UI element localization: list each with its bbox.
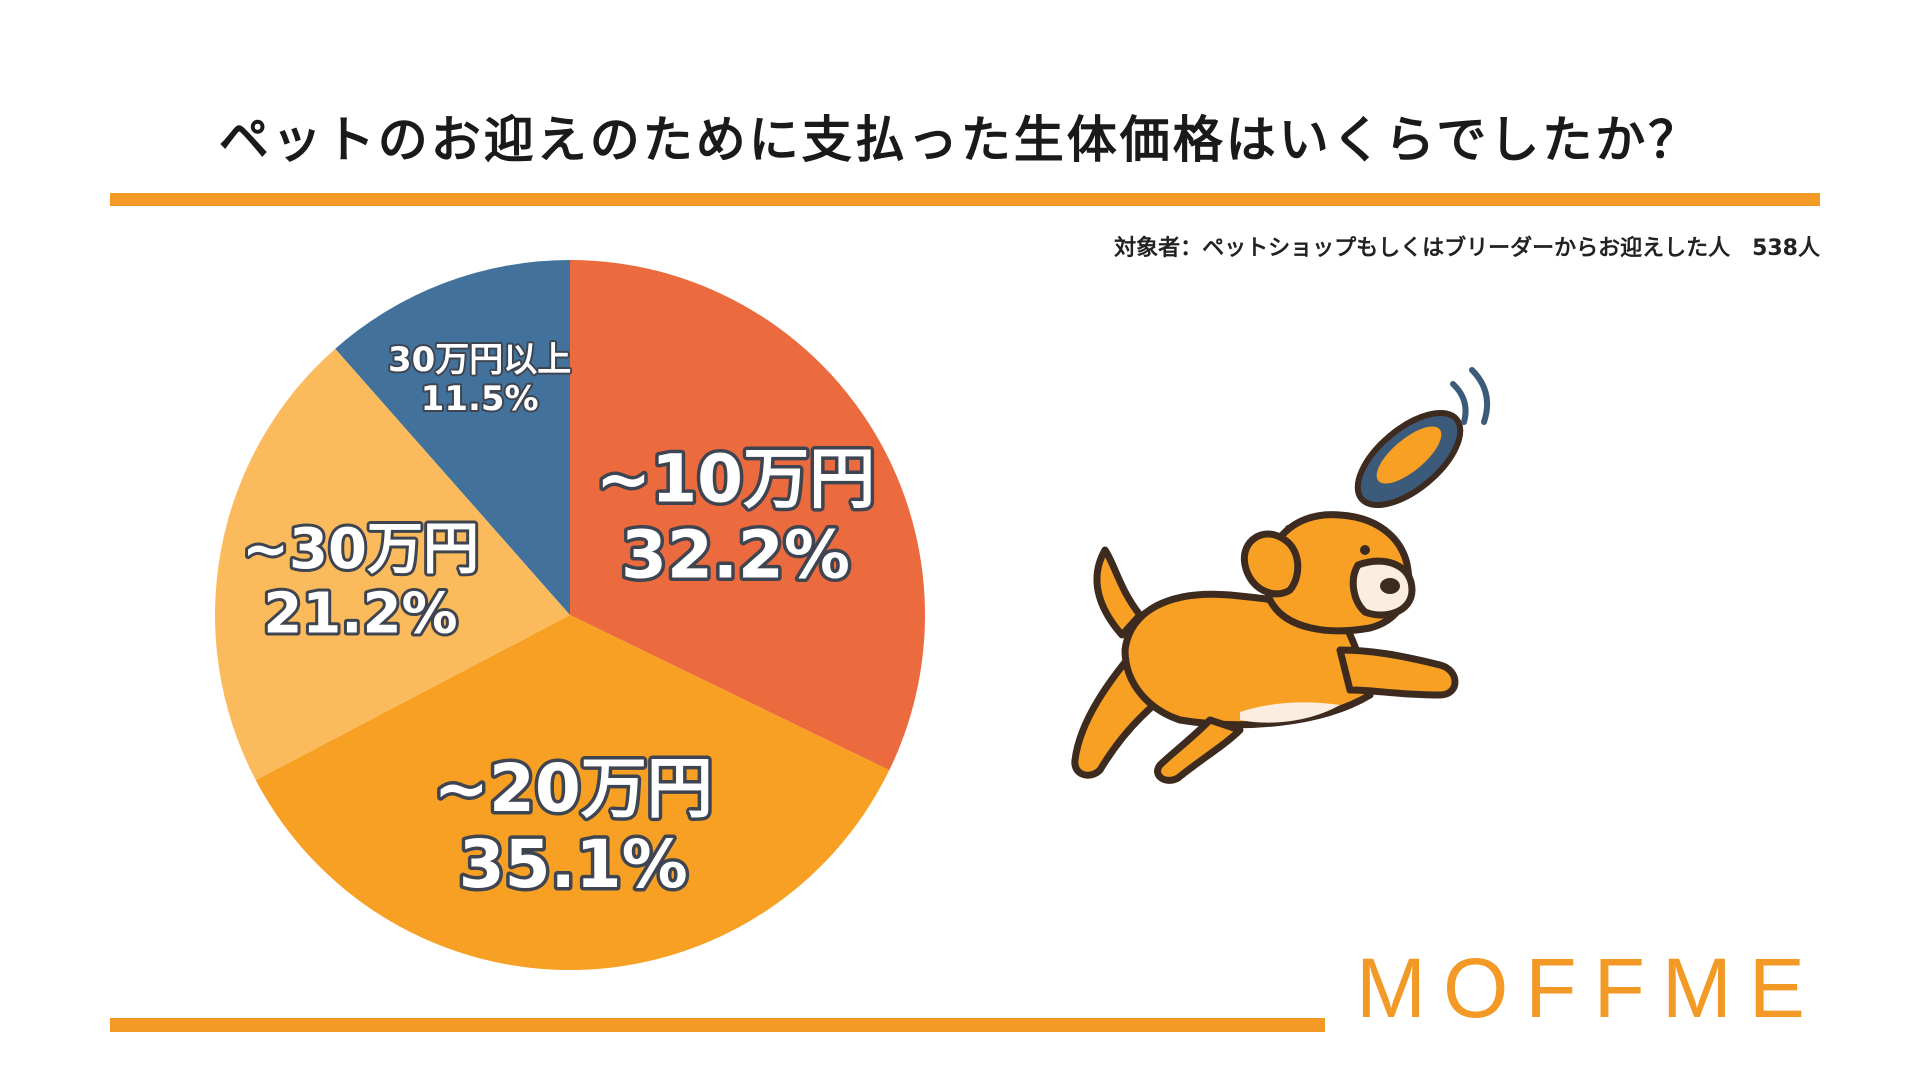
slice-category-label: ~10万円	[596, 441, 875, 518]
dog-icon	[1071, 511, 1459, 784]
slice-category-label: ~20万円	[434, 750, 713, 827]
slice-value-label: 11.5%	[421, 379, 539, 419]
footer-rule	[110, 1018, 1325, 1032]
slice-value-label: 21.2%	[263, 581, 457, 646]
pie-slice-1	[570, 260, 925, 771]
survey-subject-note: 対象者：ペットショップもしくはブリーダーからお迎えした人 538人	[1114, 236, 1820, 261]
pie-slice-4	[335, 260, 570, 615]
chart-title: ペットのお迎えのために支払った生体価格はいくらでしたか？	[218, 111, 1702, 169]
slice-value-label: 32.2%	[621, 516, 850, 593]
pie-slice-2	[255, 615, 890, 970]
title-underline	[110, 193, 1820, 206]
slice-value-label: 35.1%	[459, 826, 688, 903]
dog-illustration	[1071, 367, 1490, 784]
slice-category-label: ~30万円	[242, 517, 479, 582]
moffme-logo: MOFFME	[1356, 941, 1822, 1035]
pie-slice-3	[214, 348, 570, 781]
slice-category-label: 30万円以上	[388, 340, 571, 380]
pie-slices	[214, 260, 925, 970]
